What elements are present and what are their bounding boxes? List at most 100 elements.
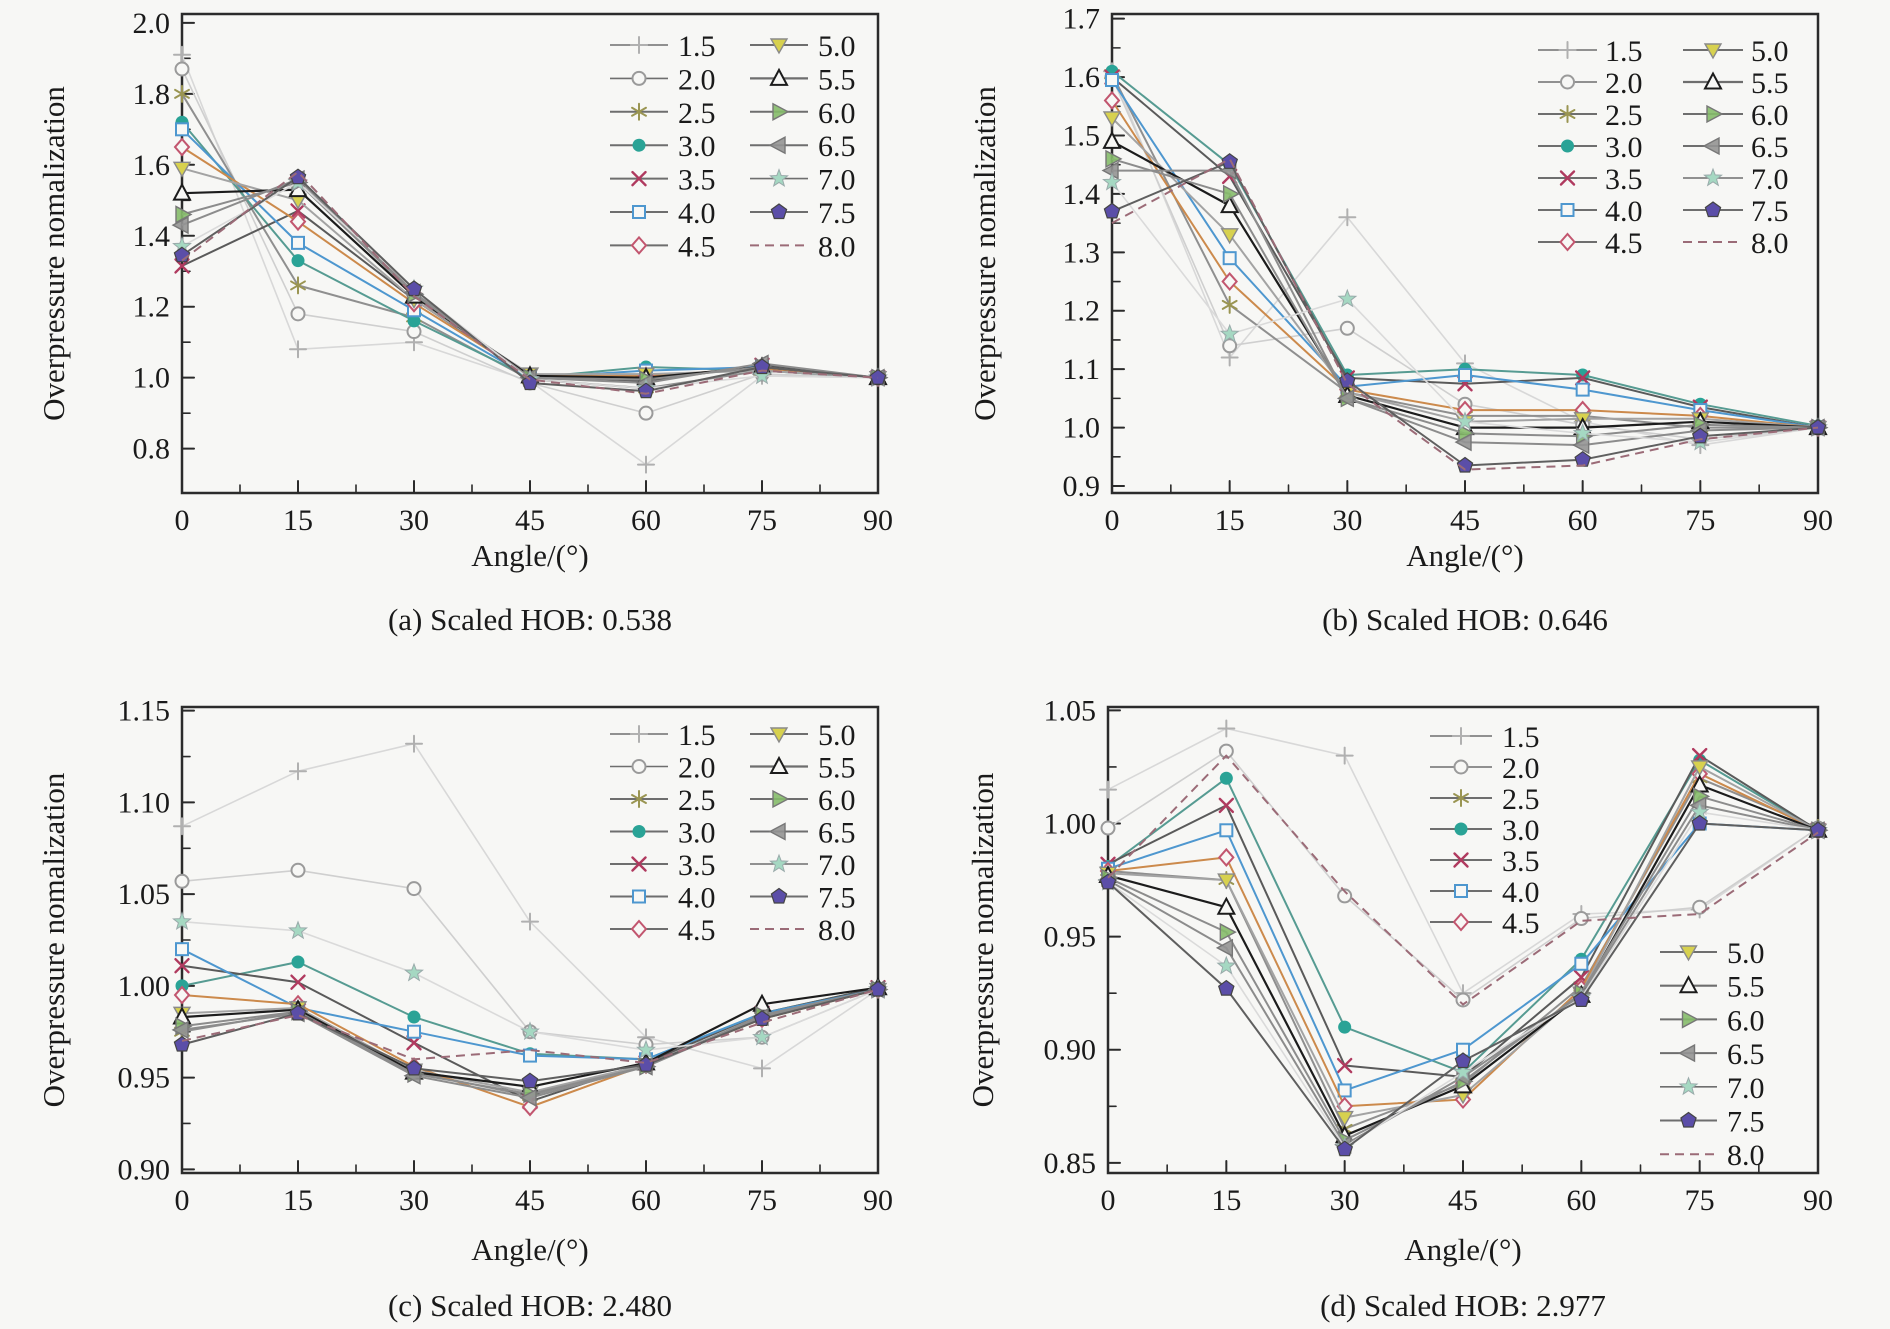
- chart-c: 1.15 1.10 1.05 1.00 0.95 0.900 15 30 45 60 75 90 1.5…: [36, 695, 893, 1323]
- chart-d: 1.05 1.00 0.95 0.90 0.850 15 30 45 60 75 90 1.52.02…: [965, 694, 1834, 1323]
- legend-label-1.5: 1.5: [678, 30, 716, 63]
- series-5.0: [172, 161, 888, 388]
- x-axis-ticks: 0 15 30 45 60 75 90: [1105, 480, 1833, 537]
- legend-label-2.5: 2.5: [1502, 783, 1540, 816]
- legend-label-7.0: 7.0: [1727, 1072, 1765, 1105]
- chart-caption: (a) Scaled HOB: 0.538: [388, 602, 672, 637]
- legend-label-7.0: 7.0: [818, 849, 856, 882]
- legend-label-4.5: 4.5: [1605, 227, 1643, 260]
- x-tick-label: 75: [747, 1184, 777, 1217]
- x-tick-label: 15: [283, 504, 313, 537]
- legend-label-7.0: 7.0: [818, 164, 856, 197]
- legend: 1.52.02.53.03.54.04.5 5.05.56.06.57.07.58…: [610, 30, 856, 263]
- legend-label-8.0: 8.0: [818, 914, 856, 947]
- series-line-3.0: [181, 121, 879, 379]
- series-line-4.5: [181, 146, 879, 379]
- y-tick-label: 1.6: [133, 149, 171, 182]
- x-tick-label: 30: [1332, 504, 1362, 537]
- legend-label-7.5: 7.5: [818, 197, 856, 230]
- legend-label-4.0: 4.0: [678, 882, 716, 915]
- chart-a: 2.01.81.61.41.21.00.80 15 30 45 60 75 901.52.0…: [36, 7, 894, 637]
- y-tick-label: 1.3: [1063, 236, 1101, 269]
- legend-label-1.5: 1.5: [1502, 721, 1540, 754]
- y-axis-label: Overpressure nomalization: [965, 772, 1000, 1107]
- legend-label-6.5: 6.5: [818, 817, 856, 850]
- x-axis-label: Angle/(°): [471, 538, 588, 573]
- legend-label-2.5: 2.5: [678, 784, 716, 817]
- x-tick-label: 60: [1566, 1184, 1596, 1217]
- series-2.0: [1100, 743, 1826, 1008]
- x-axis-ticks: 0 15 30 45 60 75 90: [1101, 1160, 1833, 1217]
- y-axis-label: Overpressure nomalization: [967, 86, 1002, 421]
- legend-label-3.5: 3.5: [678, 164, 716, 197]
- series-1.5: [1103, 62, 1827, 455]
- chart-caption: (b) Scaled HOB: 0.646: [1322, 602, 1608, 637]
- series-3.0: [175, 115, 885, 385]
- y-tick-label: 1.15: [118, 695, 171, 728]
- legend-label-3.0: 3.0: [678, 817, 716, 850]
- legend-label-3.0: 3.0: [678, 130, 716, 163]
- series-line-6.0: [1111, 157, 1819, 438]
- x-tick-label: 75: [747, 504, 777, 537]
- series-line-4.0: [181, 128, 879, 379]
- chart-cell-c: 1.15 1.10 1.05 1.00 0.95 0.90 0 15 30 45 60 75 90 1.5…: [0, 664, 945, 1329]
- y-tick-label: 0.9: [1063, 470, 1101, 503]
- legend-label-4.5: 4.5: [678, 914, 716, 947]
- x-axis-label: Angle/(°): [471, 1232, 588, 1267]
- legend-label-5.5: 5.5: [1751, 67, 1789, 100]
- x-axis-ticks: 0 15 30 45 60 75 90: [175, 1160, 893, 1217]
- x-tick-label: 75: [1685, 1184, 1715, 1217]
- legend-label-6.0: 6.0: [818, 784, 856, 817]
- x-tick-label: 0: [175, 1184, 190, 1217]
- x-tick-label: 90: [863, 504, 893, 537]
- y-tick-label: 1.1: [1063, 353, 1101, 386]
- legend-label-7.5: 7.5: [1727, 1106, 1765, 1139]
- legend-label-6.5: 6.5: [1727, 1038, 1765, 1071]
- legend-label-5.0: 5.0: [818, 30, 856, 63]
- y-tick-label: 1.7: [1063, 3, 1101, 36]
- legend-label-4.0: 4.0: [678, 197, 716, 230]
- x-axis-label: Angle/(°): [1404, 1232, 1521, 1267]
- legend-label-5.5: 5.5: [818, 63, 856, 96]
- chart-d-plot: 1.05 1.00 0.95 0.90 0.850 15 30 45 60 75 90 1.52.02…: [1044, 694, 1834, 1217]
- legend-label-7.0: 7.0: [1751, 163, 1789, 196]
- y-tick-label: 2.0: [133, 7, 171, 40]
- legend-label-3.5: 3.5: [678, 849, 716, 882]
- y-tick-label: 0.95: [118, 1062, 171, 1095]
- legend-label-6.5: 6.5: [818, 130, 856, 163]
- y-tick-label: 1.4: [133, 220, 171, 253]
- chart-a-plot: 2.01.81.61.41.21.00.80 15 30 45 60 75 901.52.0…: [133, 7, 894, 537]
- legend-label-1.5: 1.5: [1605, 35, 1643, 68]
- x-tick-label: 45: [515, 504, 545, 537]
- y-axis-ticks: 1.05 1.00 0.95 0.90 0.85: [1044, 694, 1121, 1180]
- y-tick-label: 0.95: [1044, 921, 1097, 954]
- legend-label-4.5: 4.5: [1502, 907, 1540, 940]
- legend-label-2.5: 2.5: [1605, 99, 1643, 132]
- series-7.5: [1099, 814, 1827, 1157]
- x-tick-label: 60: [1568, 504, 1598, 537]
- legend-label-2.5: 2.5: [678, 97, 716, 130]
- y-tick-label: 1.05: [118, 878, 171, 911]
- y-tick-label: 0.90: [1044, 1034, 1097, 1067]
- chart-caption: (d) Scaled HOB: 2.977: [1320, 1288, 1606, 1323]
- x-tick-label: 30: [399, 504, 429, 537]
- legend-label-5.0: 5.0: [818, 719, 856, 752]
- legend-label-8.0: 8.0: [1751, 227, 1789, 260]
- y-tick-label: 1.4: [1063, 178, 1101, 211]
- x-tick-label: 0: [175, 504, 190, 537]
- series-line-8.0: [1111, 157, 1819, 471]
- series-4.0: [1105, 73, 1825, 435]
- legend-label-5.5: 5.5: [818, 752, 856, 785]
- y-tick-label: 1.0: [1063, 412, 1101, 445]
- chart-cell-b: 1.7 1.6 1.5 1.4 1.3 1.2 1.1 1.0 0.9 0 15 30 45 60 75 90…: [945, 0, 1890, 664]
- chart-b-plot: 1.7 1.6 1.5 1.4 1.3 1.2 1.1 1.0 0.90 15 30 45 60 75 90…: [1063, 3, 1834, 537]
- y-tick-label: 1.2: [1063, 295, 1101, 328]
- y-axis-label: Overpressure nomalization: [36, 86, 71, 421]
- series-line-8.0: [1107, 754, 1819, 1006]
- x-tick-label: 15: [1211, 1184, 1241, 1217]
- chart-b: 1.7 1.6 1.5 1.4 1.3 1.2 1.1 1.0 0.90 15 30 45 60 75 90…: [967, 3, 1834, 637]
- y-tick-label: 1.00: [118, 970, 171, 1003]
- x-tick-label: 45: [1448, 1184, 1478, 1217]
- y-tick-label: 1.6: [1063, 61, 1101, 94]
